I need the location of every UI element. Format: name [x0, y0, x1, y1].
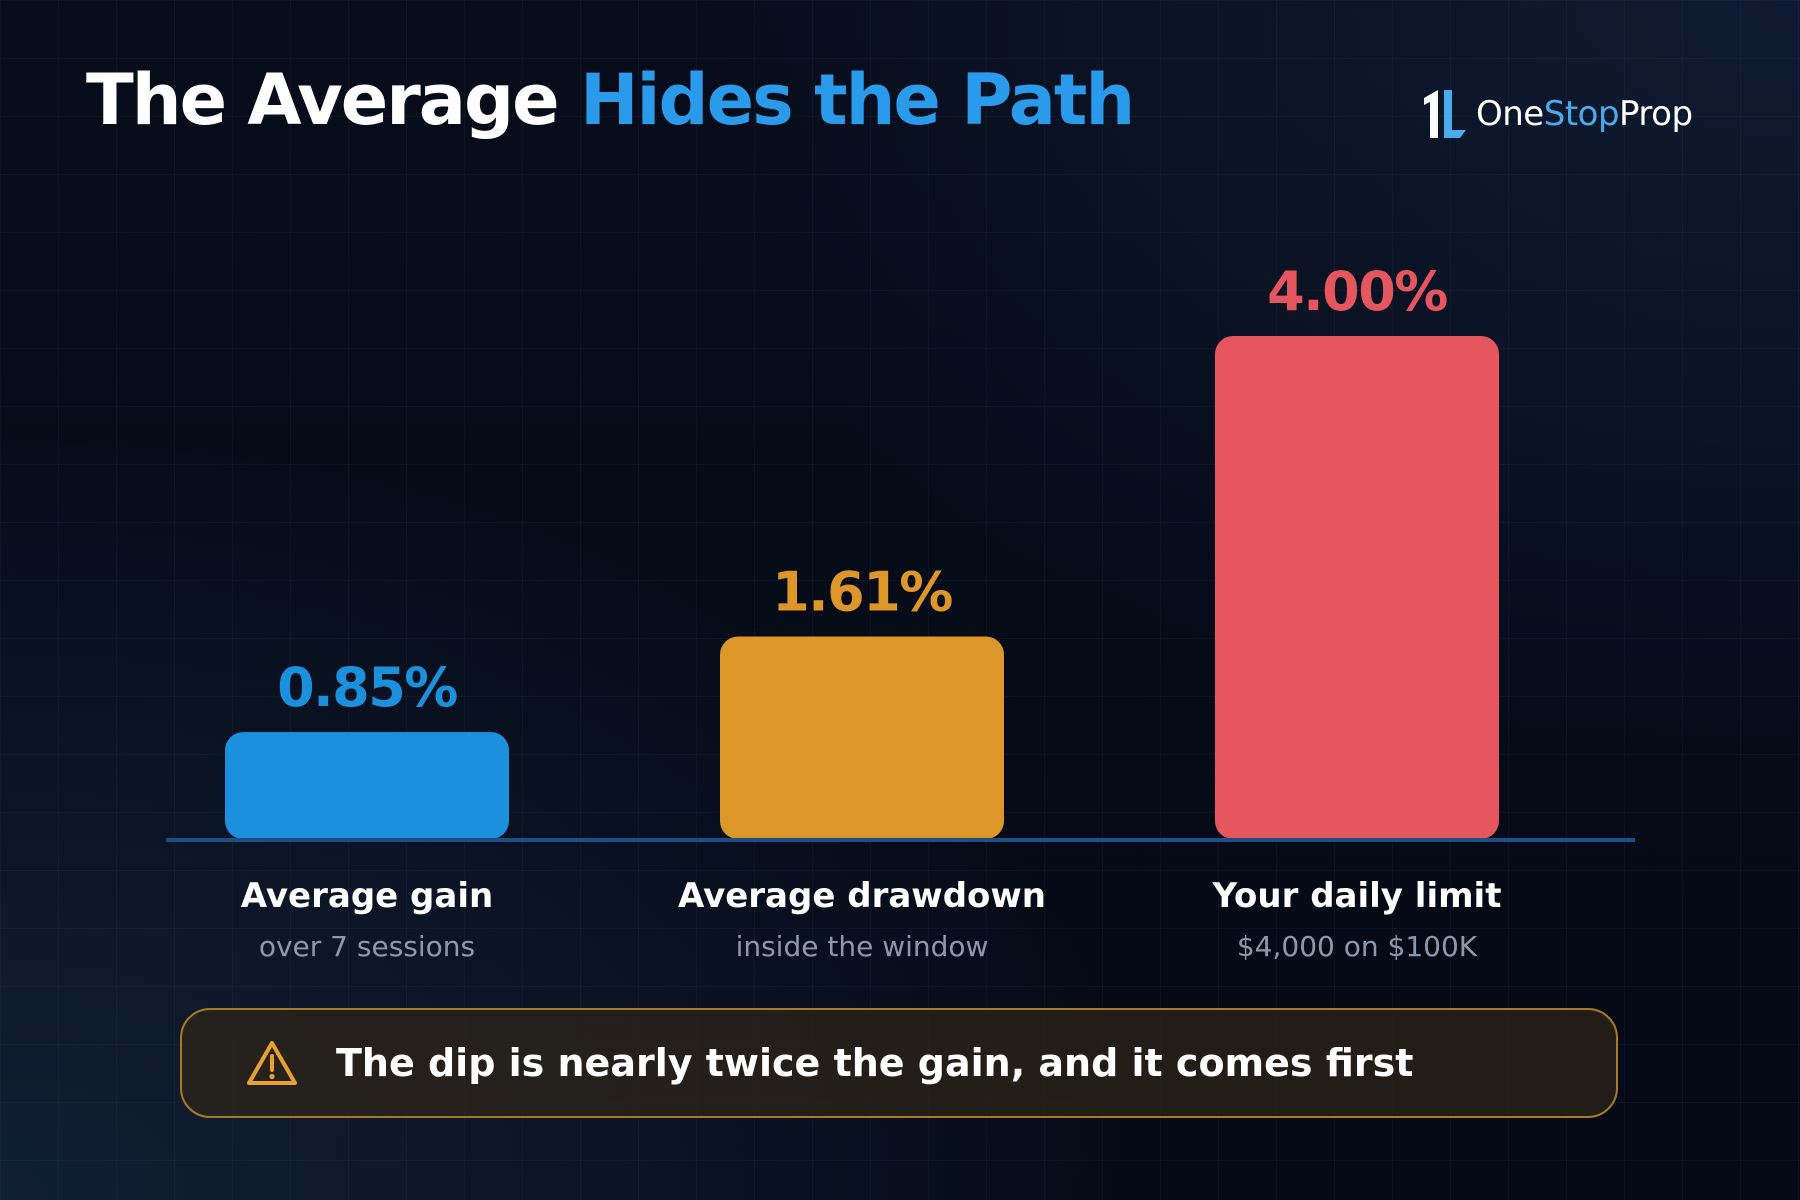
- title-highlight: Hides the Path: [579, 59, 1135, 141]
- bar-value-label-3: 4.00%: [1267, 260, 1447, 323]
- brand-mark-icon: [1424, 90, 1466, 138]
- category-label-3: Your daily limit: [1212, 876, 1502, 916]
- callout-text: The dip is nearly twice the gain, and it…: [336, 1041, 1414, 1085]
- category-label-2: Average drawdown: [678, 876, 1046, 916]
- page-title: The Average Hides the Path: [86, 59, 1135, 141]
- title-prefix: The Average: [86, 59, 580, 141]
- bar-1: [225, 732, 509, 839]
- warning-callout: The dip is nearly twice the gain, and it…: [180, 1008, 1618, 1118]
- bar-value-label-2: 1.61%: [772, 561, 952, 624]
- bars-layer: [225, 336, 1499, 839]
- brand-logo: OneStopProp: [1420, 84, 1693, 144]
- brand-name-stop: Stop: [1543, 94, 1620, 134]
- bar-chart: 0.85% Average gain over 7 sessions 1.61% Ave…: [166, 260, 1635, 963]
- brand-name-prop: Prop: [1619, 94, 1693, 134]
- category-label-1: Average gain: [241, 876, 493, 916]
- bar-value-label-1: 0.85%: [277, 656, 457, 719]
- warning-triangle-icon: [247, 1041, 297, 1085]
- category-sublabel-2: inside the window: [736, 930, 989, 963]
- category-sublabel-3: $4,000 on $100K: [1237, 930, 1478, 963]
- bar-2: [720, 636, 1004, 839]
- category-sublabel-1: over 7 sessions: [259, 930, 475, 963]
- brand-name: OneStopProp: [1476, 94, 1693, 134]
- labels-layer: 0.85% Average gain over 7 sessions 1.61% Ave…: [241, 260, 1502, 963]
- brand-name-one: One: [1476, 94, 1544, 134]
- bar-3: [1215, 336, 1499, 839]
